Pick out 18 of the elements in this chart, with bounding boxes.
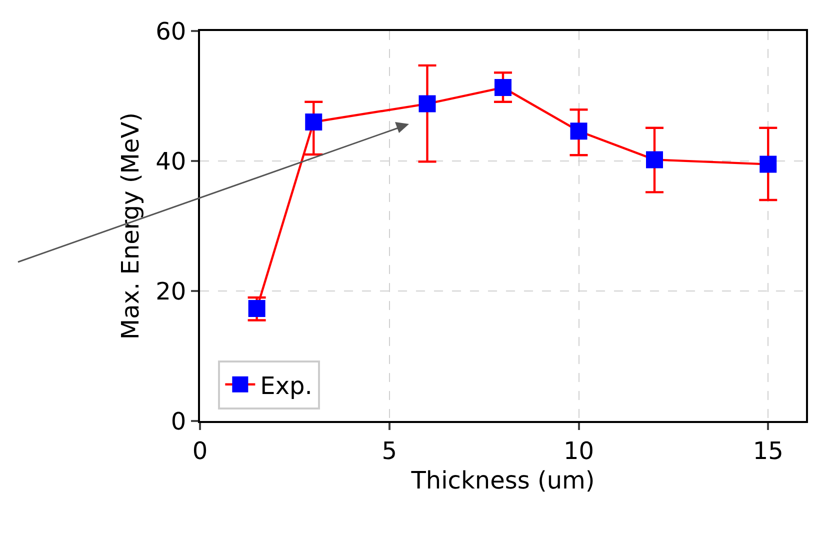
x-tick-label: 10	[563, 436, 594, 465]
point	[248, 300, 266, 318]
point	[418, 95, 436, 112]
y-tick-label: 40	[156, 147, 186, 176]
y-tick-label: 0	[170, 407, 186, 436]
point	[570, 122, 588, 140]
x-tick-label: 15	[752, 436, 784, 465]
x-tick-label: 0	[192, 436, 208, 465]
legend-label: Exp.	[260, 372, 312, 400]
x-axis-title: Thickness (um)	[410, 466, 595, 495]
x-tick-label: 5	[382, 436, 398, 465]
point	[646, 151, 663, 168]
y-axis-title: Max. Energy (MeV)	[116, 112, 144, 340]
point	[494, 79, 512, 96]
y-tick-label: 60	[156, 17, 186, 46]
point	[305, 114, 322, 130]
y-tick-label: 20	[156, 277, 186, 306]
point	[760, 156, 777, 173]
